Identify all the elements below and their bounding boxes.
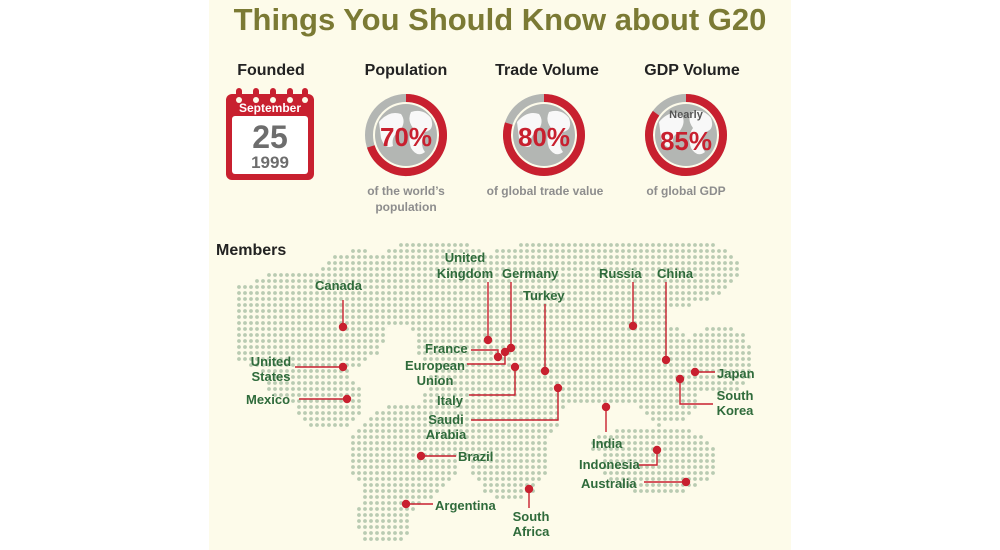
label-argentina: Argentina	[435, 498, 496, 513]
pin-indonesia	[652, 445, 662, 455]
label-south-korea-1: South	[716, 388, 754, 403]
label-italy: Italy	[437, 393, 464, 408]
page-title: Things You Should Know about G20	[233, 2, 767, 37]
label-france: France	[425, 341, 468, 356]
founded-heading: Founded	[237, 62, 305, 79]
world-map-dotted	[237, 243, 751, 541]
stat-value: 70%	[380, 122, 432, 152]
stat-prefix: Nearly	[669, 109, 704, 121]
pin-united-states	[338, 362, 348, 372]
pin-germany	[506, 343, 516, 353]
members-heading: Members	[216, 242, 287, 259]
pin-china	[661, 355, 671, 365]
progress-arc	[645, 94, 727, 176]
stat-value: 85%	[660, 126, 712, 156]
label-european-union-2: Union	[416, 373, 454, 388]
label-turkey: Turkey	[523, 288, 565, 303]
pin-brazil	[416, 451, 426, 461]
pin-argentina	[401, 499, 411, 509]
leader-line-saudi-arabia	[471, 388, 559, 421]
population-caption-line2: population	[375, 200, 437, 214]
infographic: Things You Should Know about G20 Founded…	[209, 0, 791, 550]
label-south-korea-2: Korea	[716, 403, 754, 418]
population-caption-line1: of the world’s	[367, 184, 445, 198]
trade-volume-heading: Trade Volume	[495, 62, 599, 79]
label-united-kingdom-1: United	[444, 250, 486, 265]
gdp-globe-icon: 85% Nearly	[645, 94, 727, 176]
pin-mexico	[342, 394, 352, 404]
label-mexico: Mexico	[246, 392, 291, 407]
pin-canada	[338, 322, 348, 332]
leader-line-indonesia	[639, 450, 658, 466]
founded-month: September	[239, 101, 301, 115]
pin-france	[493, 352, 503, 362]
label-indonesia: Indonesia	[579, 457, 640, 472]
label-united-states-1: United	[250, 354, 292, 369]
pin-turkey	[540, 366, 550, 376]
label-australia: Australia	[581, 476, 637, 491]
progress-arc	[503, 94, 585, 176]
label-south-africa-1: South	[512, 509, 550, 524]
label-united-states-2: States	[251, 369, 291, 384]
calendar-icon: September 25 1999	[226, 88, 314, 180]
pin-south-africa	[524, 484, 534, 494]
label-japan: Japan	[717, 366, 755, 381]
pin-italy	[510, 362, 520, 372]
pin-japan	[690, 367, 700, 377]
label-india: India	[592, 436, 623, 451]
pin-saudi-arabia	[553, 383, 563, 393]
pin-south-korea	[675, 374, 685, 384]
gdp-volume-heading: GDP Volume	[644, 62, 740, 79]
population-heading: Population	[364, 62, 448, 79]
pin-european-union	[500, 347, 510, 357]
label-saudi-arabia-1: Saudi	[428, 412, 464, 427]
progress-arc	[367, 94, 447, 176]
label-brazil: Brazil	[458, 449, 494, 464]
founded-year: 1999	[251, 153, 289, 172]
label-canada: Canada	[315, 278, 362, 293]
label-european-union-1: European	[405, 358, 465, 373]
label-germany: Germany	[502, 266, 559, 281]
gdp-caption: of global GDP	[646, 184, 726, 198]
label-china: China	[657, 266, 694, 281]
founded-day: 25	[252, 119, 288, 155]
trade-caption: of global trade value	[486, 184, 604, 198]
pin-russia	[628, 321, 638, 331]
trade-globe-icon: 80%	[503, 94, 585, 176]
pin-india	[601, 402, 611, 412]
pin-australia	[681, 477, 691, 487]
stat-value: 80%	[518, 122, 570, 152]
label-south-africa-2: Africa	[512, 524, 550, 539]
population-globe-icon: 70%	[365, 94, 447, 176]
leader-line-south-korea	[679, 379, 713, 405]
label-united-kingdom-2: Kingdom	[436, 266, 494, 281]
label-russia: Russia	[599, 266, 642, 281]
pin-united-kingdom	[483, 335, 493, 345]
label-saudi-arabia-2: Arabia	[425, 427, 467, 442]
leader-line-italy	[469, 367, 516, 396]
